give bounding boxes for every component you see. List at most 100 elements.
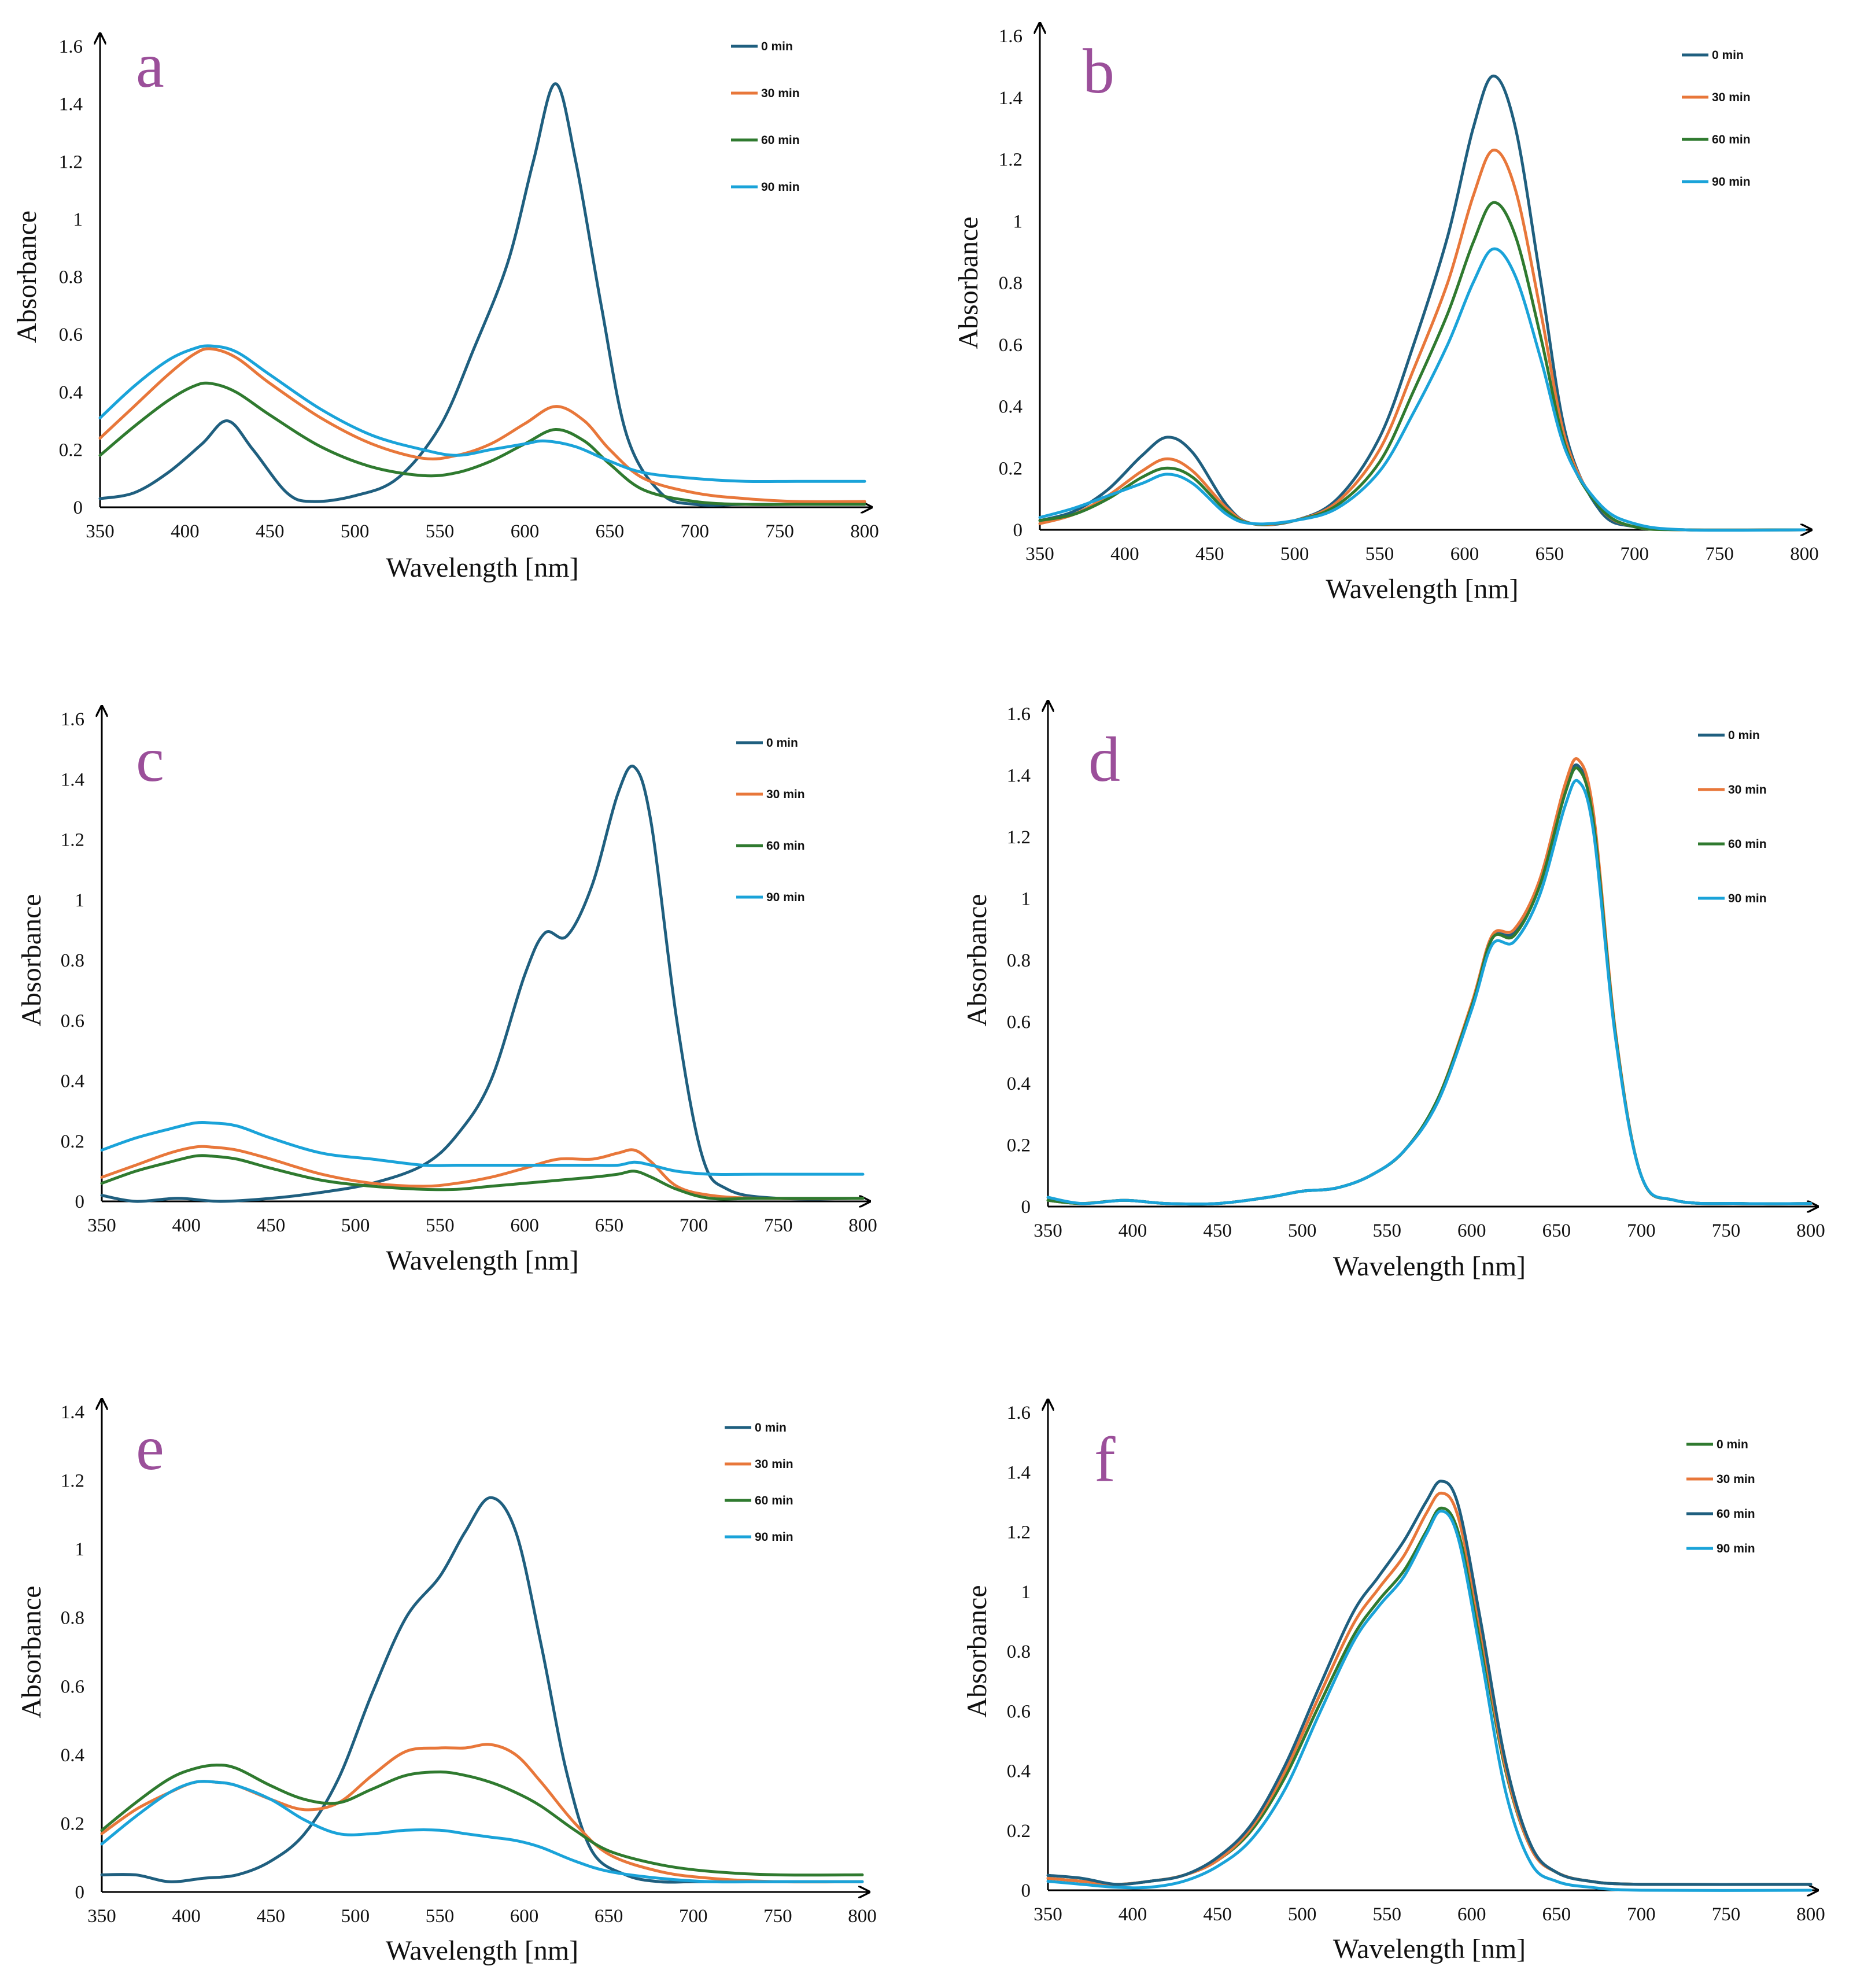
x-tick-label: 800 bbox=[1790, 544, 1819, 565]
panel-letter: f bbox=[1094, 1424, 1116, 1495]
y-tick-label: 0.4 bbox=[61, 1745, 84, 1766]
legend-label: 0 min bbox=[755, 1421, 787, 1434]
x-axis-title: Wavelength [nm] bbox=[386, 1935, 578, 1966]
series-line-0-min bbox=[98, 82, 866, 507]
x-tick-label: 400 bbox=[1119, 1904, 1147, 1925]
legend-label: 30 min bbox=[766, 788, 805, 801]
y-tick-label: 1.4 bbox=[999, 88, 1023, 109]
x-tick-label: 750 bbox=[764, 1215, 793, 1236]
legend-label: 60 min bbox=[1717, 1507, 1755, 1521]
y-tick-label: 1.4 bbox=[61, 769, 84, 790]
x-axis-title: Wavelength [nm] bbox=[1333, 1934, 1526, 1964]
y-tick-label: 1.6 bbox=[59, 36, 83, 57]
series-line-30-min bbox=[1038, 148, 1806, 532]
x-tick-label: 400 bbox=[1110, 544, 1139, 565]
legend-label: 30 min bbox=[761, 87, 800, 100]
x-tick-label: 450 bbox=[1195, 544, 1224, 565]
series-line-0-min bbox=[1046, 763, 1813, 1206]
y-axis-title: Absorbance bbox=[953, 216, 984, 349]
series-line-30-min bbox=[98, 347, 866, 503]
y-tick-label: 1.2 bbox=[1007, 1522, 1031, 1543]
panel-e: 350 400 450 500 550 600 650 700 750 800 0 0.2 0.4 0.6… bbox=[16, 1399, 877, 1966]
series-line-30-min bbox=[1046, 1491, 1813, 1886]
legend-label: 60 min bbox=[1728, 838, 1767, 851]
x-tick-label: 700 bbox=[680, 1215, 708, 1236]
y-tick-label: 1.4 bbox=[1007, 1462, 1031, 1483]
legend-label: 30 min bbox=[1712, 91, 1751, 104]
y-tick-label: 0.8 bbox=[1007, 1642, 1031, 1662]
y-tick-label: 0.4 bbox=[1007, 1074, 1031, 1094]
series-line-0-min bbox=[100, 1496, 864, 1884]
x-tick-label: 750 bbox=[763, 1906, 792, 1927]
series-line-90-min bbox=[98, 344, 866, 484]
x-axis-title: Wavelength [nm] bbox=[1333, 1251, 1526, 1282]
y-axis-title: Absorbance bbox=[962, 894, 992, 1026]
x-tick-label: 750 bbox=[765, 521, 794, 542]
legend-label: 0 min bbox=[1728, 729, 1760, 742]
y-tick-label: 1.6 bbox=[999, 26, 1023, 47]
x-tick-label: 350 bbox=[1033, 1904, 1062, 1925]
y-tick-label: 0.2 bbox=[59, 440, 83, 460]
x-tick-label: 550 bbox=[1365, 544, 1394, 565]
y-tick-label: 0.2 bbox=[1007, 1135, 1031, 1156]
legend-label: 90 min bbox=[1728, 892, 1767, 905]
x-tick-label: 350 bbox=[87, 1215, 116, 1236]
x-tick-label: 450 bbox=[256, 521, 285, 542]
legend-label: 60 min bbox=[1712, 133, 1751, 146]
y-tick-label: 1.2 bbox=[61, 1471, 84, 1492]
y-tick-label: 1.2 bbox=[61, 830, 84, 851]
legend-label: 60 min bbox=[766, 839, 805, 853]
legend-label: 0 min bbox=[766, 736, 798, 750]
y-tick-label: 1.6 bbox=[1007, 1403, 1031, 1423]
x-axis-title: Wavelength [nm] bbox=[386, 552, 578, 583]
x-tick-label: 700 bbox=[1627, 1904, 1656, 1925]
y-axis-title: Absorbance bbox=[12, 211, 42, 343]
x-tick-label: 500 bbox=[1288, 1904, 1317, 1925]
panel-d: 350 400 450 500 550 600 650 700 750 800 0 0.2 0.4 0.6… bbox=[962, 701, 1825, 1282]
x-tick-label: 500 bbox=[1288, 1220, 1317, 1241]
x-tick-label: 800 bbox=[848, 1906, 877, 1927]
x-tick-label: 500 bbox=[341, 521, 370, 542]
x-tick-label: 600 bbox=[510, 1906, 539, 1927]
x-tick-label: 650 bbox=[595, 1906, 623, 1927]
y-tick-label: 1.2 bbox=[999, 150, 1023, 171]
y-tick-label: 0.2 bbox=[1007, 1821, 1031, 1842]
series-line-90-min bbox=[1046, 1509, 1813, 1892]
y-tick-label: 0 bbox=[1021, 1197, 1031, 1218]
y-tick-label: 0.6 bbox=[1007, 1701, 1031, 1722]
x-tick-label: 400 bbox=[172, 1906, 201, 1927]
y-tick-label: 0 bbox=[73, 497, 83, 518]
y-tick-label: 0.8 bbox=[61, 1608, 84, 1629]
y-tick-label: 1.2 bbox=[59, 152, 83, 172]
panel-b: 350 400 450 500 550 600 650 700 750 800 0 0.2 0.4 0.6… bbox=[953, 23, 1819, 604]
y-tick-label: 0 bbox=[1013, 520, 1023, 541]
x-tick-label: 700 bbox=[679, 1906, 708, 1927]
x-tick-label: 650 bbox=[1535, 544, 1564, 565]
y-tick-label: 0.8 bbox=[61, 950, 84, 971]
x-tick-label: 700 bbox=[1620, 544, 1649, 565]
series-line-90-min bbox=[100, 1120, 865, 1176]
x-axis-title: Wavelength [nm] bbox=[1326, 574, 1518, 604]
x-tick-label: 400 bbox=[171, 521, 200, 542]
x-tick-label: 750 bbox=[1705, 544, 1734, 565]
y-tick-label: 1.4 bbox=[59, 94, 83, 115]
legend-label: 90 min bbox=[755, 1530, 793, 1544]
x-tick-label: 500 bbox=[341, 1906, 370, 1927]
legend-label: 0 min bbox=[1712, 49, 1744, 62]
legend-label: 30 min bbox=[755, 1458, 793, 1471]
y-tick-label: 1 bbox=[1013, 211, 1023, 232]
x-tick-label: 600 bbox=[1450, 544, 1479, 565]
series-line-0-min bbox=[1046, 1506, 1813, 1886]
x-tick-label: 600 bbox=[1457, 1904, 1486, 1925]
x-tick-label: 550 bbox=[426, 1215, 455, 1236]
x-tick-label: 400 bbox=[172, 1215, 201, 1236]
x-tick-label: 450 bbox=[1203, 1904, 1232, 1925]
legend-label: 60 min bbox=[755, 1494, 793, 1507]
x-tick-label: 500 bbox=[1280, 544, 1309, 565]
y-tick-label: 0 bbox=[1021, 1880, 1031, 1901]
y-tick-label: 0.6 bbox=[61, 1676, 84, 1697]
y-tick-label: 1 bbox=[73, 209, 83, 230]
x-tick-label: 650 bbox=[595, 1215, 624, 1236]
panel-c: 350 400 450 500 550 600 650 700 750 800 0 0.2 0.4 0.6… bbox=[16, 706, 877, 1276]
